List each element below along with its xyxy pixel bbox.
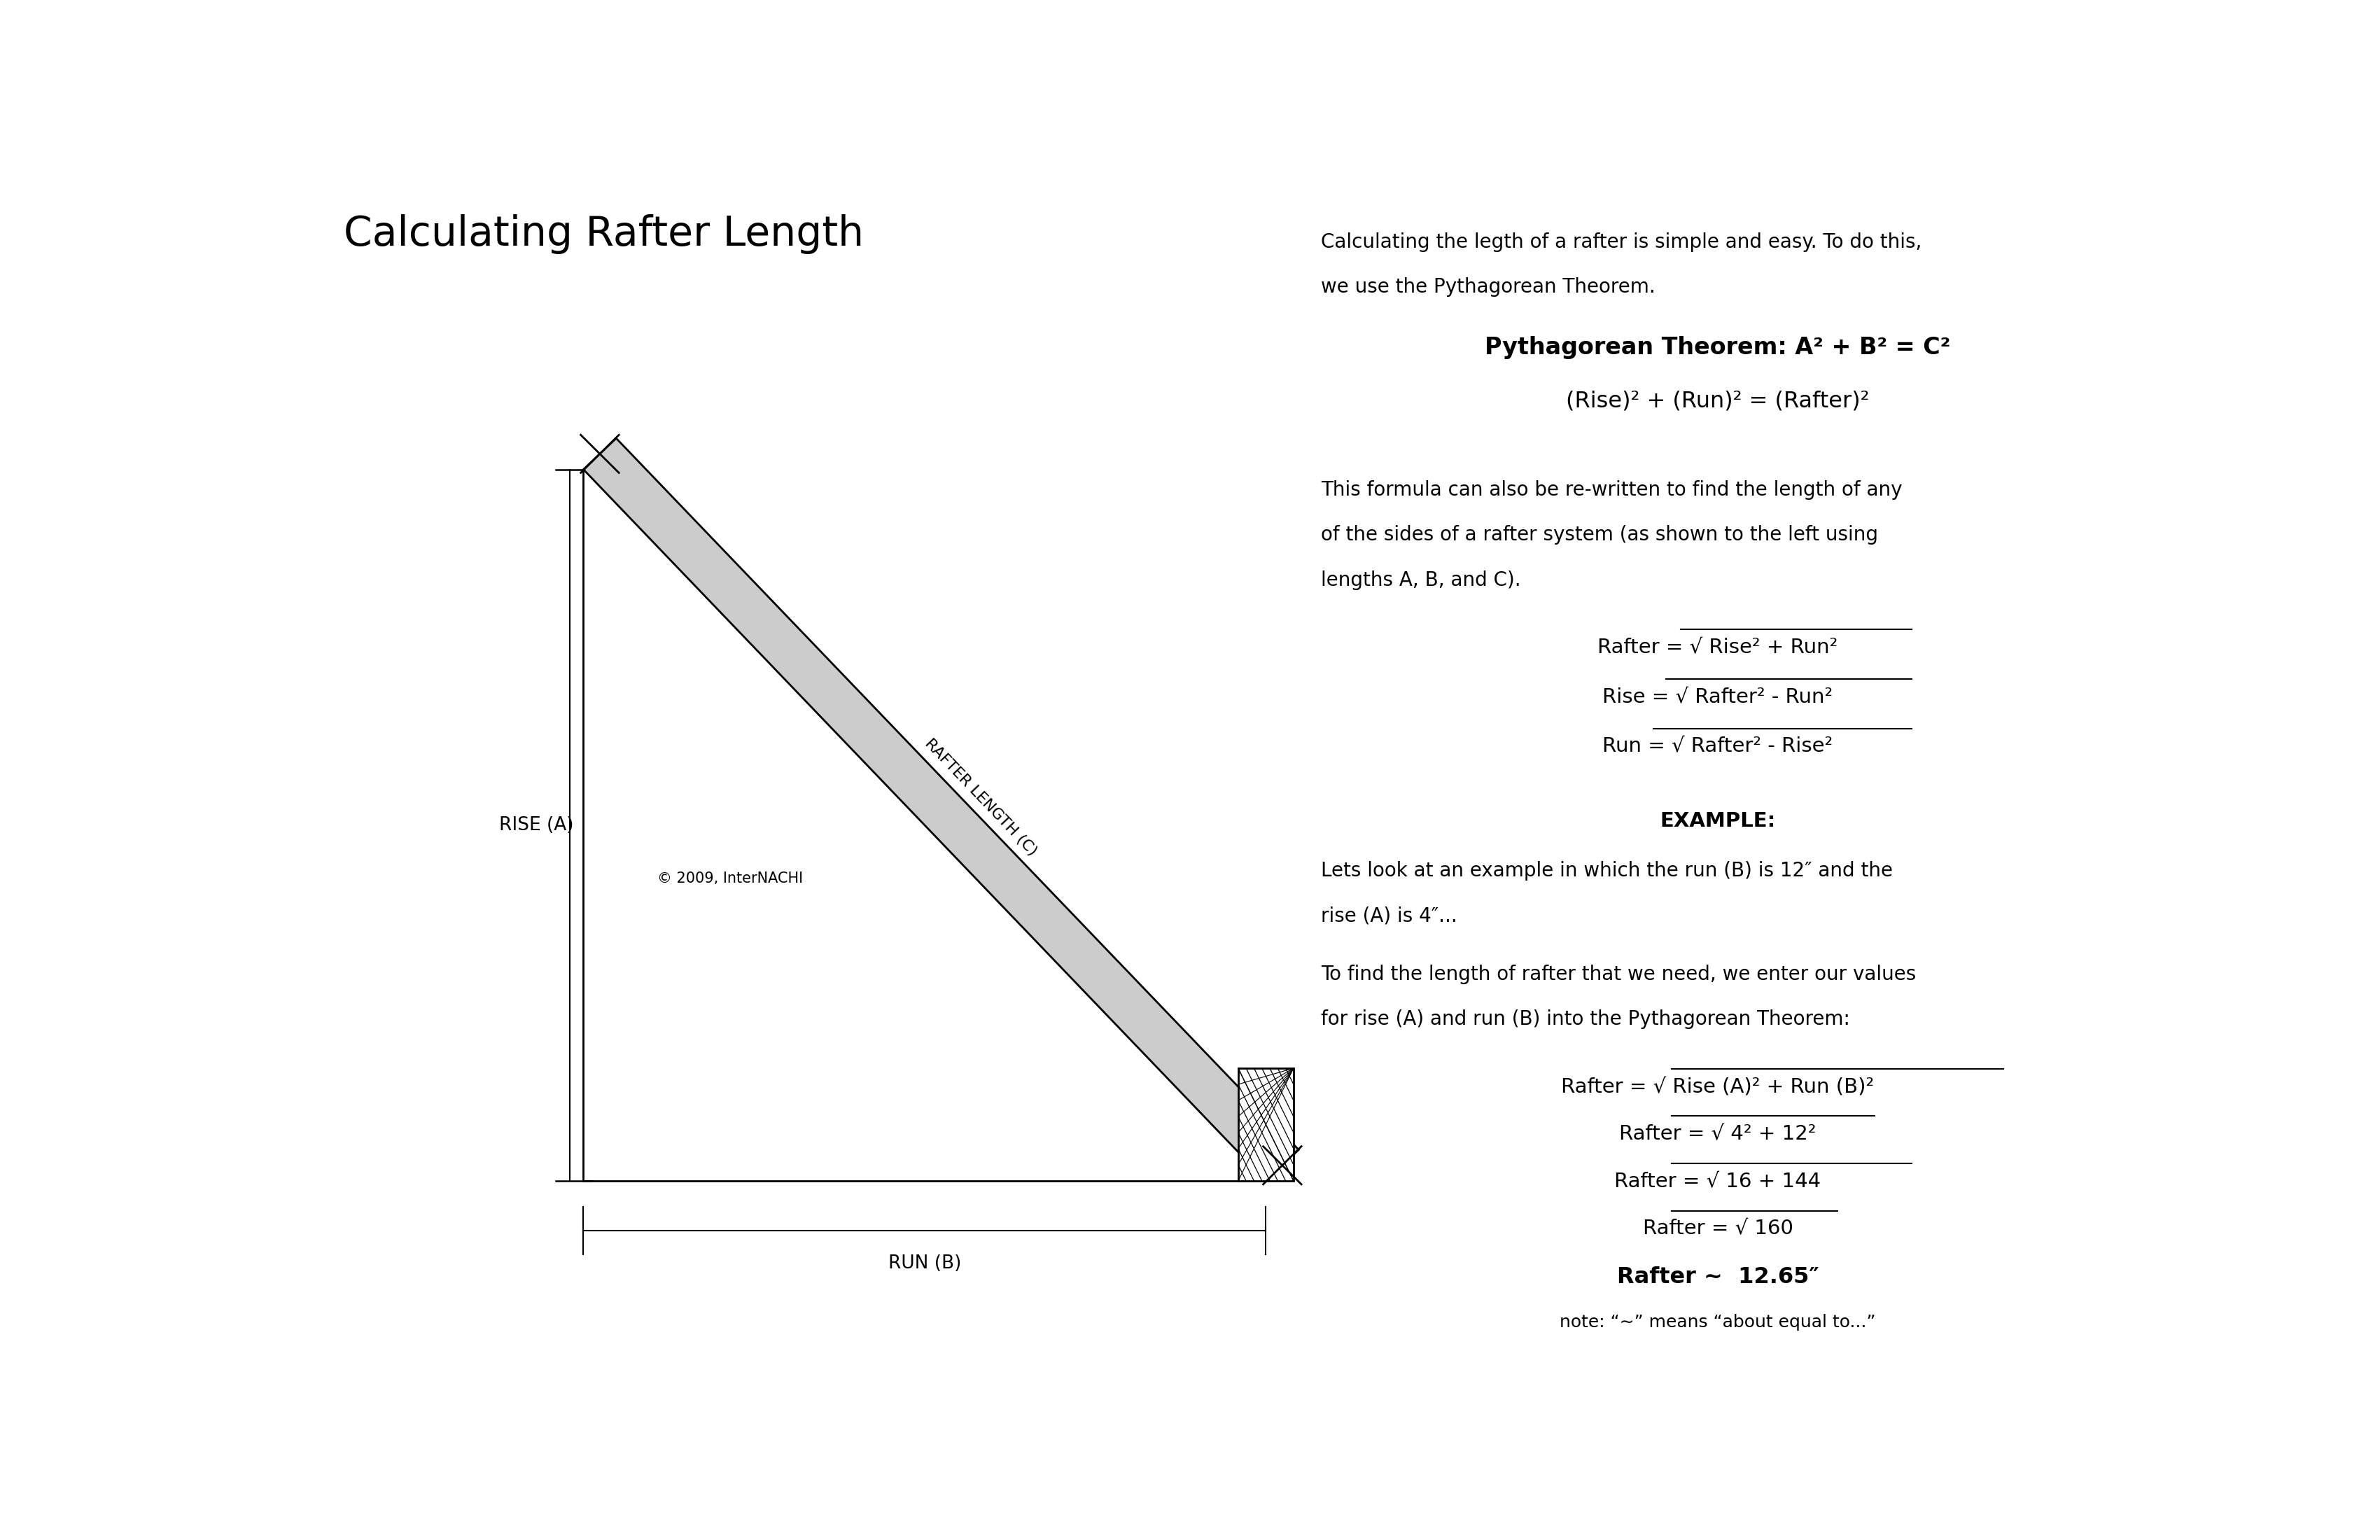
- Text: Rafter ∼  12.65″: Rafter ∼ 12.65″: [1616, 1266, 1818, 1287]
- Text: RISE (A): RISE (A): [500, 816, 574, 835]
- Text: Run = √ Rafter² - Rise²: Run = √ Rafter² - Rise²: [1602, 738, 1833, 756]
- Text: note: “∼” means “about equal to...”: note: “∼” means “about equal to...”: [1559, 1314, 1875, 1331]
- Text: EXAMPLE:: EXAMPLE:: [1659, 812, 1775, 832]
- Text: for rise (A) and run (B) into the Pythagorean Theorem:: for rise (A) and run (B) into the Pythag…: [1321, 1010, 1849, 1029]
- Bar: [1238, 1069, 1295, 1181]
- Text: This formula can also be re-written to find the length of any: This formula can also be re-written to f…: [1321, 480, 1902, 499]
- Text: RUN (B): RUN (B): [888, 1255, 962, 1272]
- Text: Lets look at an example in which the run (B) is 12″ and the: Lets look at an example in which the run…: [1321, 861, 1892, 881]
- Text: Rafter = √ Rise (A)² + Run (B)²: Rafter = √ Rise (A)² + Run (B)²: [1561, 1076, 1875, 1096]
- Text: Rafter = √ Rise² + Run²: Rafter = √ Rise² + Run²: [1597, 638, 1837, 658]
- Text: (Rise)² + (Run)² = (Rafter)²: (Rise)² + (Run)² = (Rafter)²: [1566, 390, 1868, 411]
- Polygon shape: [583, 439, 1299, 1181]
- Text: Rafter = √ 160: Rafter = √ 160: [1642, 1220, 1792, 1238]
- Text: lengths A, B, and C).: lengths A, B, and C).: [1321, 570, 1521, 590]
- Text: Calculating the legth of a rafter is simple and easy. To do this,: Calculating the legth of a rafter is sim…: [1321, 233, 1923, 253]
- Text: Rise = √ Rafter² - Run²: Rise = √ Rafter² - Run²: [1602, 687, 1833, 707]
- Text: Calculating Rafter Length: Calculating Rafter Length: [343, 214, 864, 254]
- Text: RAFTER LENGTH (C): RAFTER LENGTH (C): [923, 736, 1040, 858]
- Text: of the sides of a rafter system (as shown to the left using: of the sides of a rafter system (as show…: [1321, 525, 1878, 545]
- Text: Pythagorean Theorem: A² + B² = C²: Pythagorean Theorem: A² + B² = C²: [1485, 336, 1952, 359]
- Text: Rafter = √ 4² + 12²: Rafter = √ 4² + 12²: [1618, 1124, 1816, 1144]
- Text: Rafter = √ 16 + 144: Rafter = √ 16 + 144: [1614, 1172, 1821, 1192]
- Text: rise (A) is 4″...: rise (A) is 4″...: [1321, 906, 1457, 926]
- Text: To find the length of rafter that we need, we enter our values: To find the length of rafter that we nee…: [1321, 964, 1916, 984]
- Text: we use the Pythagorean Theorem.: we use the Pythagorean Theorem.: [1321, 277, 1656, 297]
- Text: © 2009, InterNACHI: © 2009, InterNACHI: [657, 872, 802, 885]
